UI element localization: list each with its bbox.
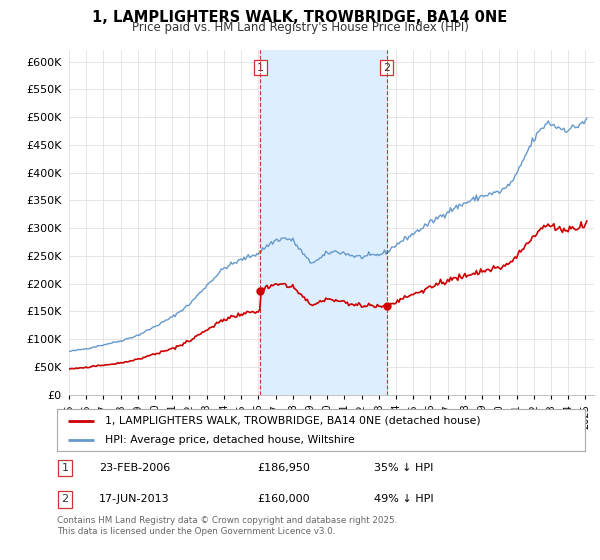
Text: 1, LAMPLIGHTERS WALK, TROWBRIDGE, BA14 0NE (detached house): 1, LAMPLIGHTERS WALK, TROWBRIDGE, BA14 0… [104, 416, 480, 426]
Text: Price paid vs. HM Land Registry's House Price Index (HPI): Price paid vs. HM Land Registry's House … [131, 21, 469, 34]
Text: 35% ↓ HPI: 35% ↓ HPI [374, 463, 433, 473]
Bar [260, 50, 387, 395]
Text: 1, LAMPLIGHTERS WALK, TROWBRIDGE, BA14 0NE: 1, LAMPLIGHTERS WALK, TROWBRIDGE, BA14 0… [92, 10, 508, 25]
Text: Contains HM Land Registry data © Crown copyright and database right 2025.
This d: Contains HM Land Registry data © Crown c… [57, 516, 397, 536]
Text: 2: 2 [61, 494, 68, 505]
Text: £186,950: £186,950 [257, 463, 311, 473]
Text: 49% ↓ HPI: 49% ↓ HPI [374, 494, 433, 505]
Text: 23-FEB-2006: 23-FEB-2006 [99, 463, 170, 473]
Text: 1: 1 [257, 63, 264, 73]
Text: 17-JUN-2013: 17-JUN-2013 [99, 494, 170, 505]
Text: £160,000: £160,000 [257, 494, 310, 505]
Text: 2: 2 [383, 63, 391, 73]
Text: 1: 1 [61, 463, 68, 473]
Text: HPI: Average price, detached house, Wiltshire: HPI: Average price, detached house, Wilt… [104, 435, 354, 445]
